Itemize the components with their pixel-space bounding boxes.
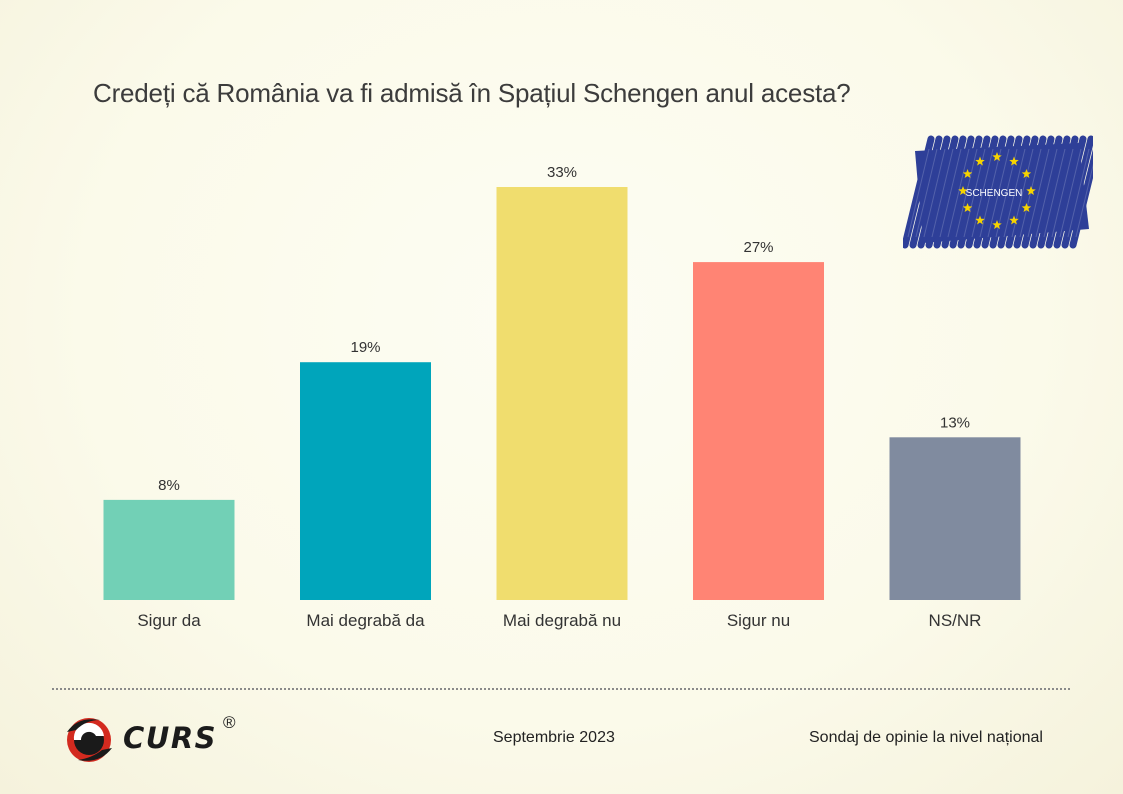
footer-description: Sondaj de opinie la nivel național [809,729,1043,746]
schengen-flag-icon: SCHENGEN [903,135,1093,249]
bar-4 [889,437,1021,600]
category-label: Sigur nu [727,611,790,630]
bar-0 [103,499,235,600]
registered-mark: ® [223,713,236,732]
footer-divider [52,688,1070,690]
bar-value-label: 33% [547,164,577,181]
category-label: Mai degrabă da [306,611,425,630]
logo-text: CURS [123,721,218,755]
bar-value-label: 27% [743,239,773,256]
category-label: Sigur da [137,611,201,630]
bar-3 [693,262,824,600]
chart-title: Credeți că România va fi admisă în Spați… [93,78,851,108]
bar-1 [300,362,431,600]
category-label: Mai degrabă nu [503,611,621,630]
bar-value-label: 8% [158,477,180,494]
bar-value-label: 13% [940,414,970,431]
footer-date: Septembrie 2023 [493,729,615,746]
curs-logo-icon [67,718,112,762]
flag-label: SCHENGEN [966,188,1023,199]
bar-value-label: 19% [350,339,380,356]
bar-2 [496,187,628,600]
category-label: NS/NR [929,611,982,630]
